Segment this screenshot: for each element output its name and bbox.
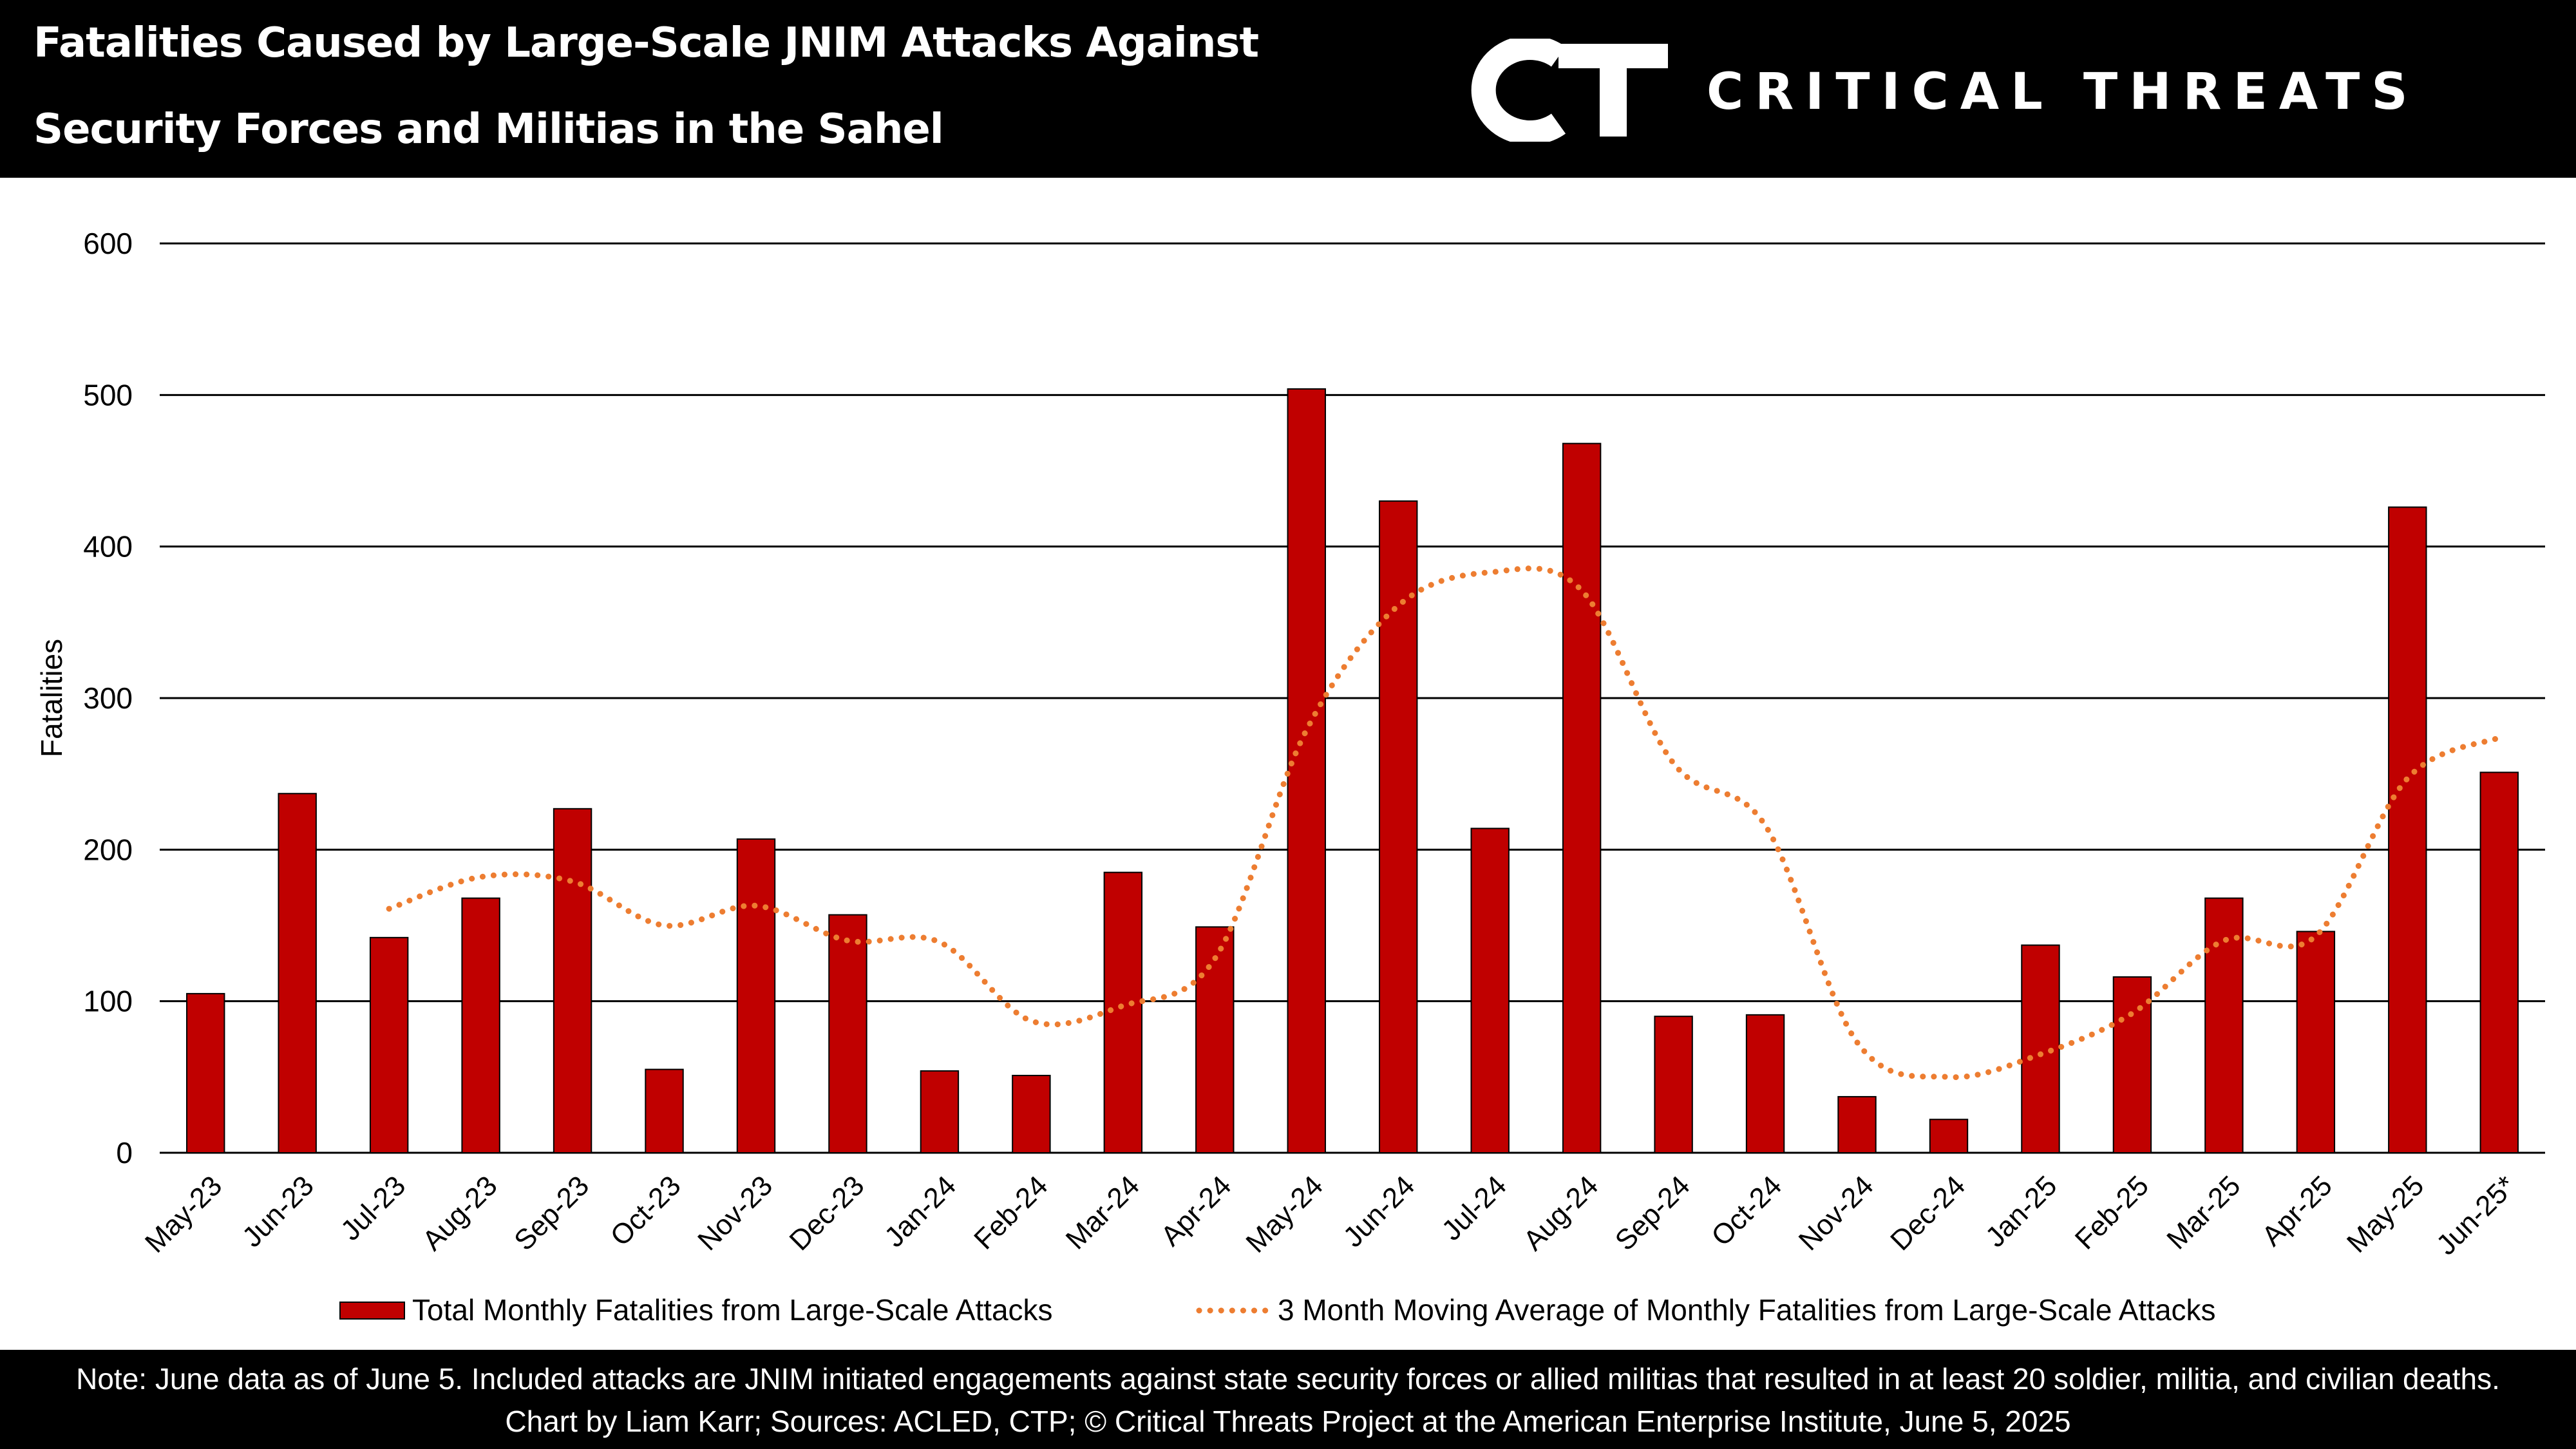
ct-logo-mark-icon [1471,39,1668,142]
y-axis-ticks: 0 100 200 300 400 500 600 [83,227,133,1170]
bar [1287,388,1326,1153]
x-tick-label: Dec-23 [784,1170,871,1256]
y-tick-label: 100 [83,985,133,1018]
bar [1562,442,1602,1153]
bar [920,1070,960,1154]
x-tick-label: Oct-23 [605,1170,687,1252]
bar [2296,931,2336,1153]
bar [2479,772,2519,1153]
x-tick-label: Jan-25 [1980,1170,2063,1253]
x-tick-label: May-24 [1240,1170,1329,1258]
y-tick-label: 500 [83,378,133,412]
chart-footer: Note: June data as of June 5. Included a… [0,1350,2576,1449]
bar [1195,926,1235,1154]
bar [1929,1119,1969,1154]
bar [1745,1014,1785,1154]
bar [2388,506,2427,1154]
y-tick-label: 200 [83,833,133,866]
bar [553,808,592,1153]
bar [1654,1016,1693,1153]
bar [461,897,500,1153]
footer-note: Note: June data as of June 5. Included a… [76,1362,2500,1396]
x-tick-label: Jun-23 [236,1170,320,1253]
y-tick-label: 300 [83,681,133,715]
bar [186,992,225,1154]
chart-title-line-1: Fatalities Caused by Large-Scale JNIM At… [33,19,1259,67]
x-tick-label: Oct-24 [1705,1170,1788,1252]
chart-header: Fatalities Caused by Large-Scale JNIM At… [0,0,2576,178]
bar [1103,871,1143,1153]
x-tick-label: Aug-23 [417,1170,504,1256]
y-axis-label: Fatalities [35,639,68,757]
legend-bar-label: Total Monthly Fatalities from Large-Scal… [412,1293,1053,1327]
bar [1837,1095,1877,1153]
logo-text: CRITICAL THREATS [1707,63,2420,121]
bar [278,793,317,1153]
chart-title-line-2: Security Forces and Militias in the Sahe… [33,106,944,153]
x-tick-label: Mar-24 [1060,1170,1146,1255]
bar [645,1068,684,1153]
moving-average-series [386,565,2503,1081]
x-tick-label: Jun-25* [2430,1170,2522,1261]
bar [369,936,409,1153]
bar [1470,828,1510,1153]
x-tick-label: Nov-24 [1793,1170,1880,1256]
bar [828,914,867,1153]
x-tick-label: Jul-24 [1435,1170,1512,1246]
x-tick-label: Sep-23 [508,1170,595,1256]
x-tick-label: May-25 [2341,1170,2430,1258]
gridlines [160,242,2545,1154]
x-tick-label: Mar-25 [2161,1170,2246,1255]
x-tick-label: Aug-24 [1517,1170,1604,1256]
bar [1379,500,1418,1154]
y-tick-label: 400 [83,530,133,564]
bar-series [186,388,2519,1154]
x-tick-label: Jun-24 [1338,1170,1421,1253]
legend: Total Monthly Fatalities from Large-Scal… [339,1293,2216,1327]
bar [736,838,776,1153]
x-tick-label: Jan-24 [878,1170,962,1253]
bar [2112,976,2152,1153]
x-tick-label: Feb-25 [2069,1170,2155,1255]
legend-line-label: 3 Month Moving Average of Monthly Fatali… [1278,1293,2216,1327]
x-tick-label: Sep-24 [1609,1170,1696,1256]
legend-bar-swatch [339,1302,405,1320]
x-tick-label: May-23 [139,1170,228,1258]
critical-threats-logo: CRITICAL THREATS [1462,39,2570,142]
bar [2204,897,2244,1153]
x-tick-label: Apr-25 [2256,1170,2338,1252]
moving-average-line [386,565,2503,1081]
x-tick-label: Jul-23 [335,1170,412,1246]
bar [2021,944,2060,1154]
y-tick-label: 600 [83,227,133,260]
x-tick-label: Feb-24 [968,1170,1054,1255]
x-tick-label: Dec-24 [1884,1170,1971,1256]
x-tick-label: Apr-24 [1155,1170,1237,1252]
x-axis-ticks: May-23 Jun-23 Jul-23 Aug-23 Sep-23 Oct-23 Nov-… [139,1170,2522,1261]
y-tick-label: 0 [116,1136,133,1170]
x-tick-label: Nov-23 [692,1170,779,1256]
bar [1012,1074,1051,1153]
footer-credit: Chart by Liam Karr; Sources: ACLED, CTP;… [505,1405,2071,1438]
